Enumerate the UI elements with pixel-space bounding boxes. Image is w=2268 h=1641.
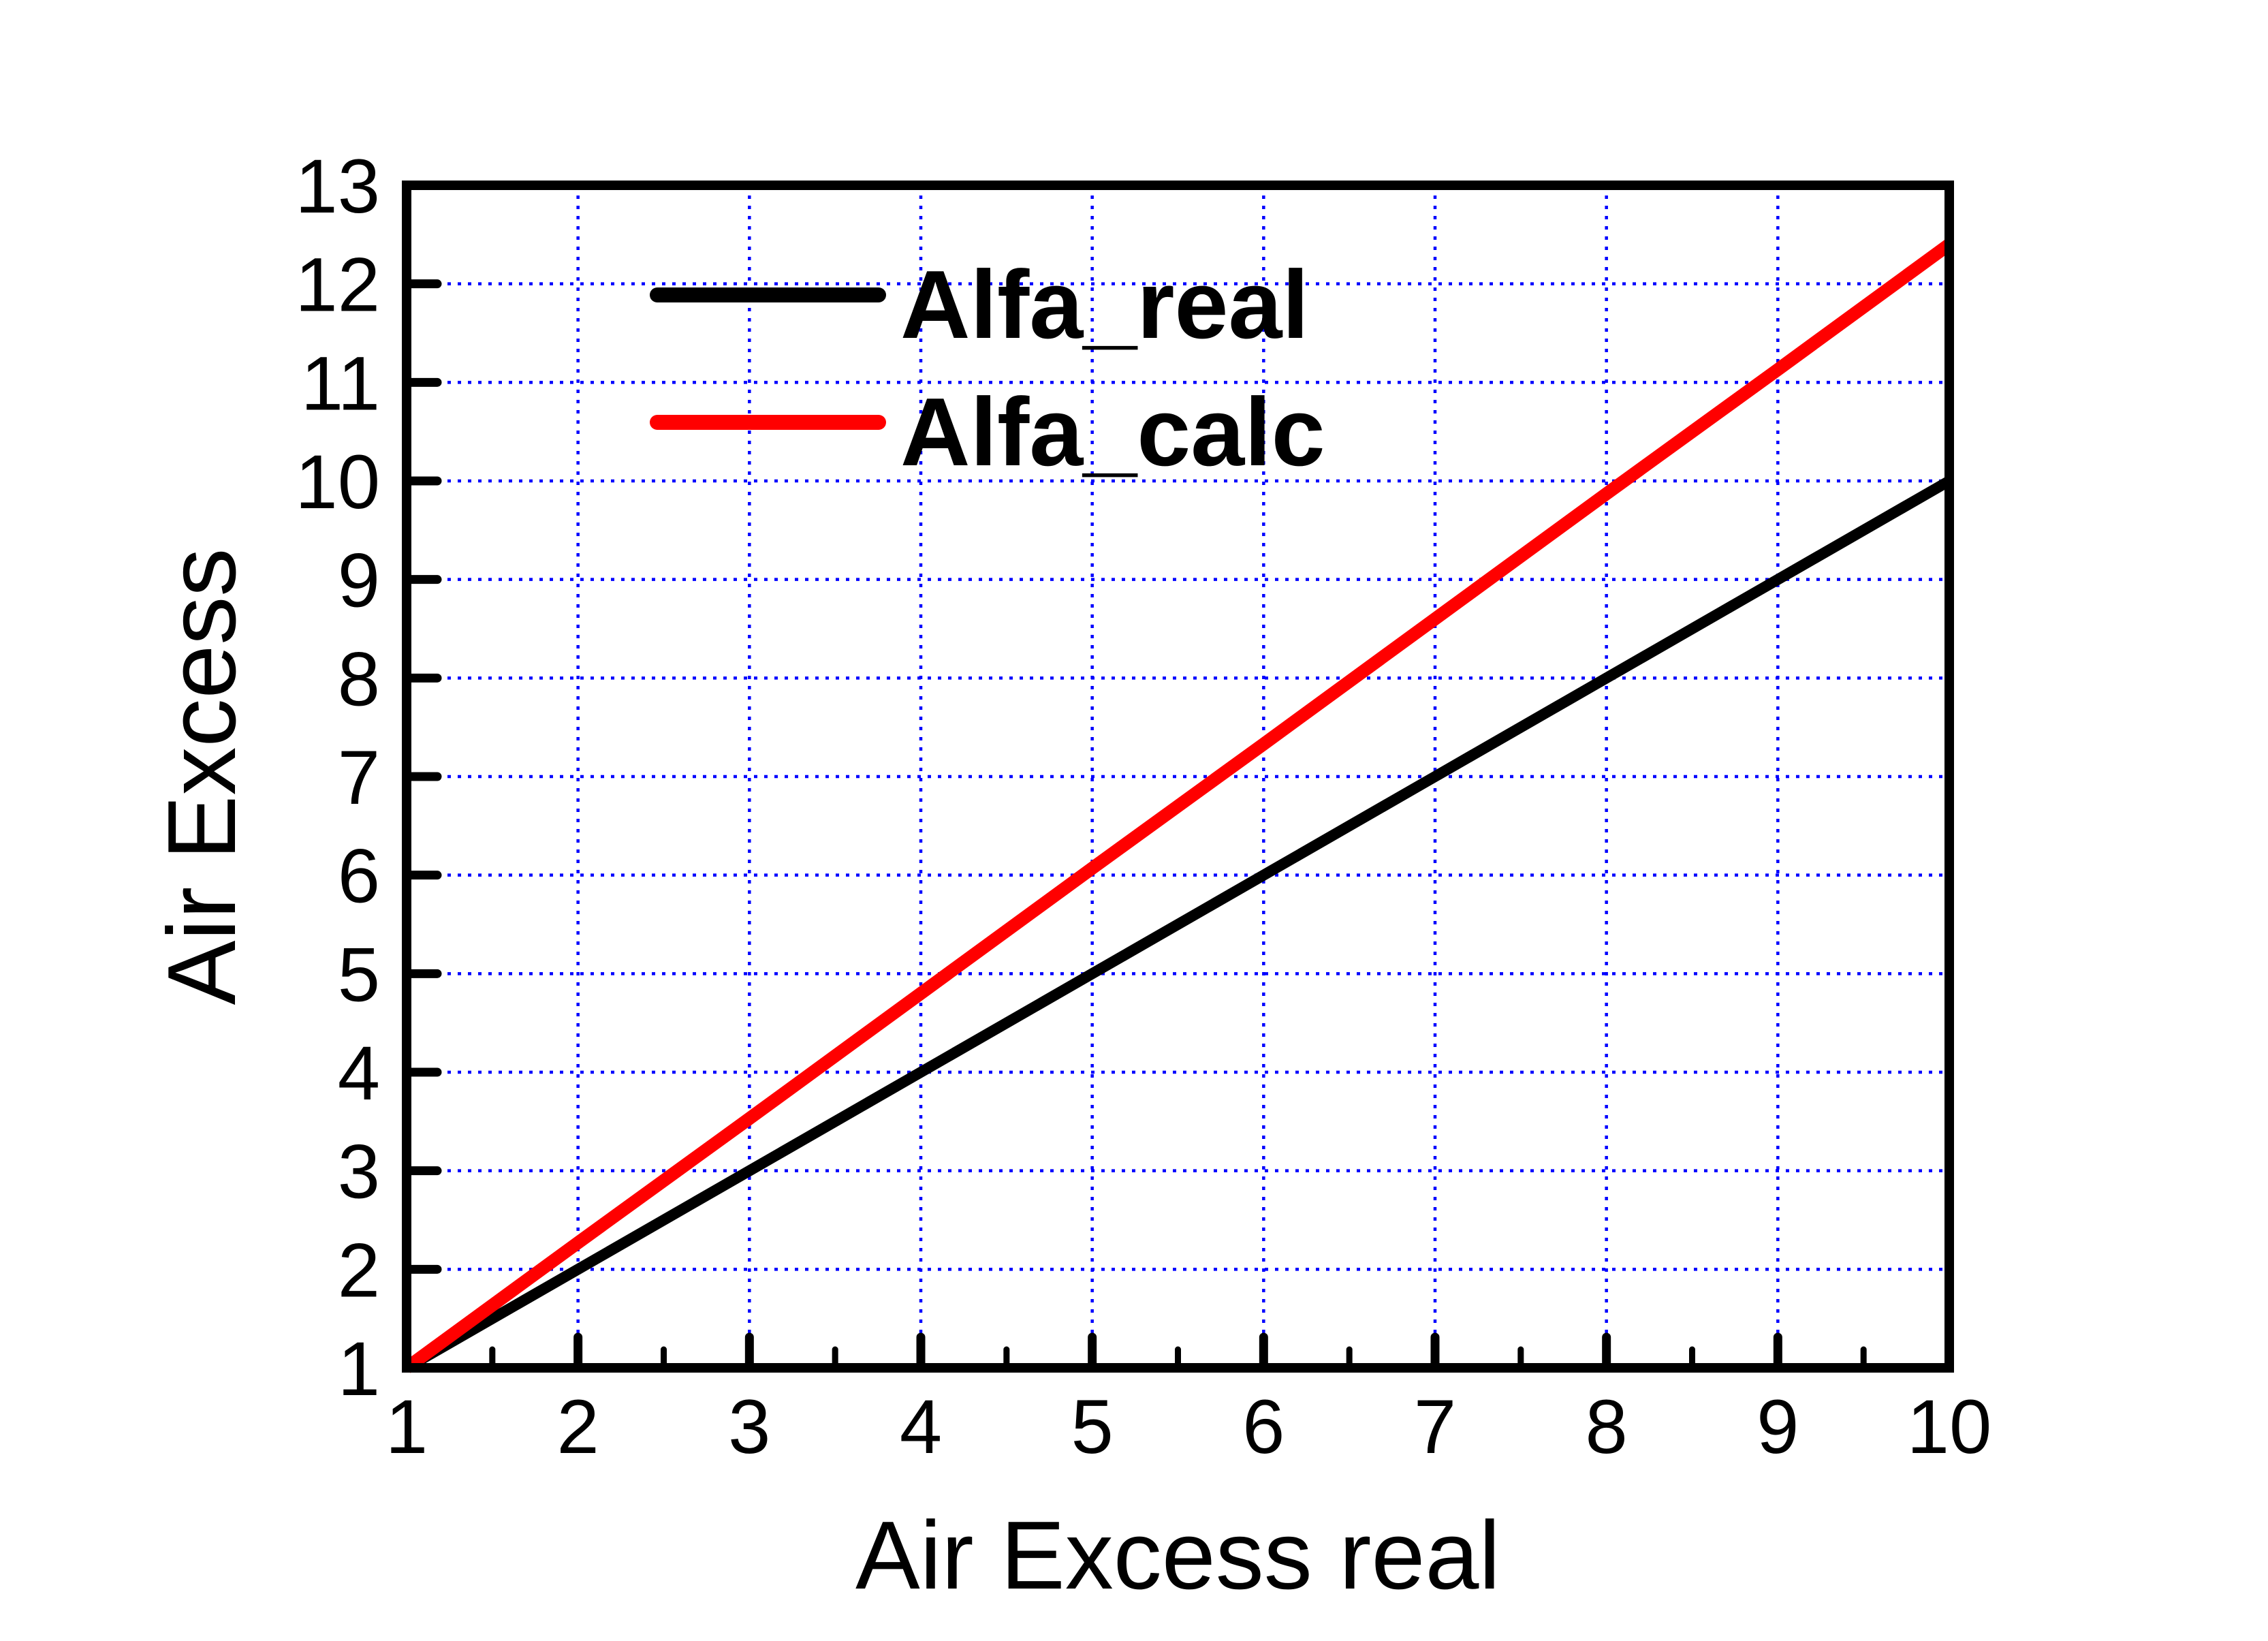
y-tick-label: 3	[338, 1129, 380, 1215]
legend-item-label: Alfa_calc	[900, 378, 1325, 486]
legend-item-label: Alfa_real	[900, 251, 1309, 359]
y-tick-label: 7	[338, 735, 380, 820]
x-tick-label: 3	[728, 1384, 770, 1469]
x-tick-label: 9	[1757, 1384, 1799, 1469]
y-tick-label: 12	[295, 243, 380, 328]
series-line-alfa-calc	[403, 239, 1953, 1373]
x-axis-title: Air Excess real	[855, 1501, 1500, 1610]
x-tick-label: 1	[385, 1384, 428, 1469]
y-tick-label: 4	[338, 1031, 380, 1116]
y-tick-label: 2	[338, 1228, 380, 1313]
x-tick-label: 6	[1242, 1384, 1285, 1469]
y-axis-title: Air Excess	[148, 548, 256, 1005]
x-tick-label: 5	[1071, 1384, 1114, 1469]
y-tick-label: 6	[338, 834, 380, 919]
y-tick-label: 8	[338, 636, 380, 721]
x-tick-label: 2	[557, 1384, 599, 1469]
x-tick-label: 7	[1414, 1384, 1456, 1469]
x-tick-label: 8	[1586, 1384, 1628, 1469]
y-tick-label: 1	[338, 1326, 380, 1411]
series-line-alfa-real	[404, 476, 1952, 1373]
x-tick-label: 4	[900, 1384, 942, 1469]
y-tick-label: 10	[295, 439, 380, 525]
y-tick-label: 11	[301, 341, 380, 426]
y-tick-label: 13	[295, 144, 380, 229]
x-tick-label: 10	[1907, 1384, 1992, 1469]
y-tick-label: 5	[338, 932, 380, 1017]
y-tick-label: 9	[338, 538, 380, 623]
